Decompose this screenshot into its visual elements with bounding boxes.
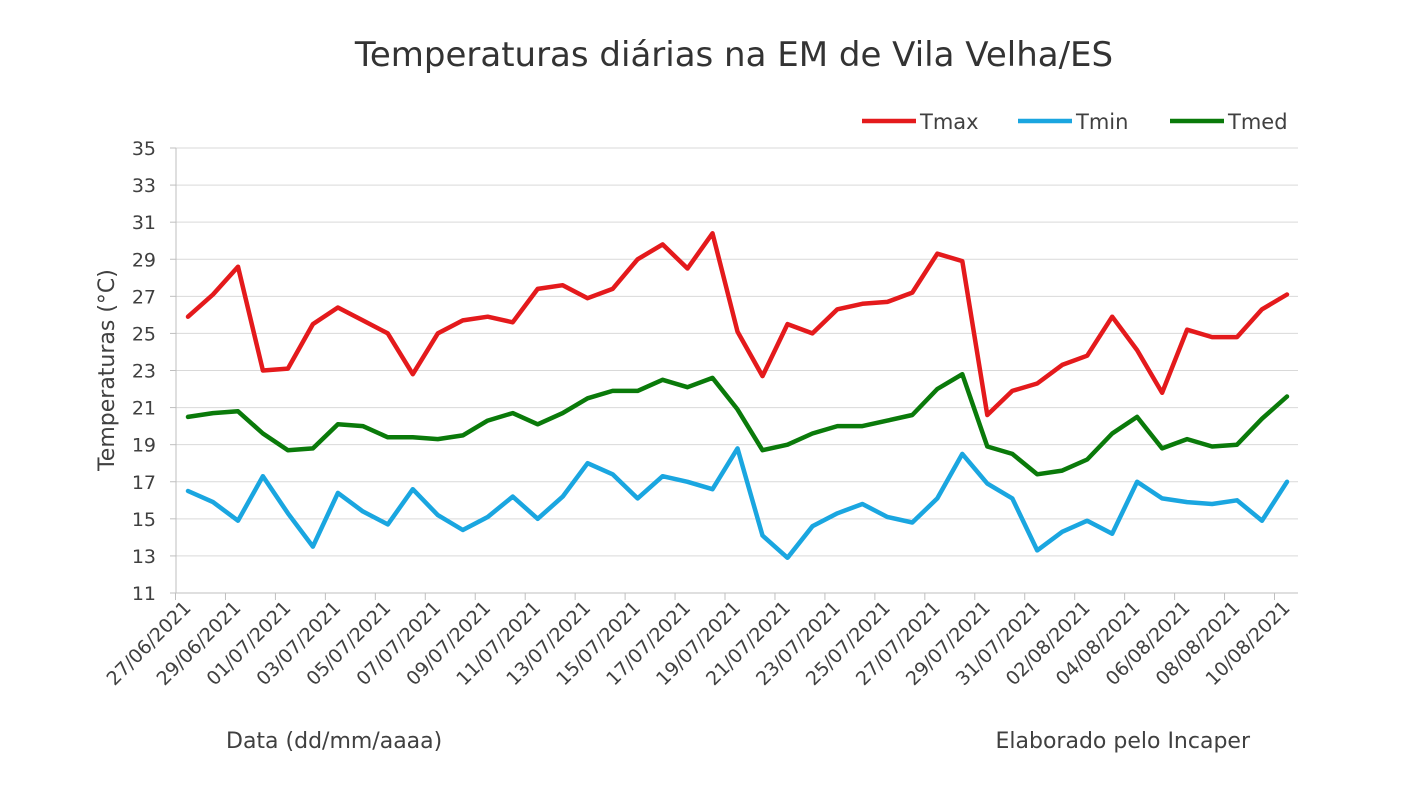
y-tick-label: 33 [132,175,156,197]
series-line-tmed [185,371,1290,477]
legend: Tmax Tmin Tmed [862,110,1288,134]
y-tick-label: 35 [132,138,156,160]
y-tick-label: 17 [132,472,156,494]
y-tick-label: 25 [132,323,156,345]
legend-label-tmed: Tmed [1227,110,1288,134]
y-tick-label: 29 [132,249,156,271]
y-tick-label: 27 [132,286,156,308]
y-tick-label: 21 [132,398,156,420]
legend-label-tmax: Tmax [919,110,979,134]
y-tick-label: 19 [132,435,156,457]
x-axis-label: Data (dd/mm/aaaa) [226,729,442,754]
y-tick-label: 23 [132,361,156,383]
legend-label-tmin: Tmin [1075,110,1128,134]
series-line-tmin [185,446,1290,561]
y-tick-label: 31 [132,212,156,234]
y-tick-label: 11 [132,583,156,605]
chart-title: Temperaturas diárias na EM de Vila Velha… [354,35,1113,75]
series-line-tmax [185,231,1290,418]
y-tick-label: 15 [132,509,156,531]
axes: 1113151719212325272931333527/06/202129/0… [103,138,1298,690]
credit-text: Elaborado pelo Incaper [996,729,1251,754]
y-axis-label: Temperaturas (°C) [95,269,120,472]
y-tick-label: 13 [132,546,156,568]
series-lines [185,231,1290,561]
